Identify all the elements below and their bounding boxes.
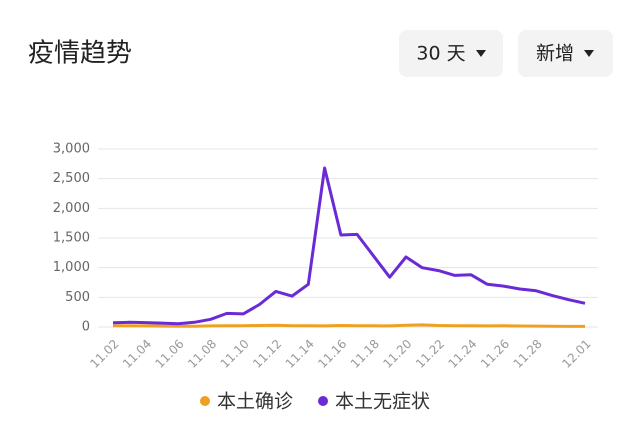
x-tick-label: 11.18 bbox=[348, 337, 382, 371]
y-tick-label: 500 bbox=[65, 290, 90, 305]
x-tick-label: 11.04 bbox=[120, 337, 154, 371]
legend-marker bbox=[318, 396, 328, 406]
dropdown-icon bbox=[476, 50, 486, 57]
x-tick-label: 11.12 bbox=[250, 337, 284, 371]
y-tick-label: 1,000 bbox=[53, 260, 90, 275]
y-tick-label: 0 bbox=[82, 320, 90, 335]
y-tick-label: 3,000 bbox=[53, 142, 90, 157]
x-tick-label: 11.06 bbox=[153, 337, 187, 371]
series-line bbox=[112, 323, 585, 328]
legend-label: 本土无症状 bbox=[335, 391, 430, 413]
legend-label: 本土确诊 bbox=[217, 391, 293, 413]
y-tick-label: 2,500 bbox=[53, 171, 90, 186]
x-tick-label: 11.20 bbox=[380, 337, 414, 371]
series-line bbox=[112, 166, 586, 326]
y-tick-label: 2,000 bbox=[53, 201, 90, 216]
x-tick-label: 11.10 bbox=[218, 337, 252, 371]
mode-label: 新增 bbox=[536, 43, 574, 65]
x-tick-label: 11.14 bbox=[283, 337, 317, 371]
y-tick-label: 1,500 bbox=[53, 231, 90, 246]
page-title: 疫情趋势 bbox=[28, 39, 132, 69]
x-tick-label: 11.02 bbox=[87, 337, 121, 371]
x-tick-label: 11.28 bbox=[511, 337, 545, 371]
range-label: 30 天 bbox=[416, 43, 465, 65]
mode-button[interactable] bbox=[518, 30, 613, 77]
x-tick-label: 11.16 bbox=[315, 337, 349, 371]
x-tick-label: 11.08 bbox=[185, 337, 219, 371]
legend-marker bbox=[200, 396, 210, 406]
x-tick-label: 11.26 bbox=[478, 337, 512, 371]
x-tick-label: 12.01 bbox=[559, 337, 593, 371]
dropdown-icon bbox=[584, 50, 594, 57]
x-tick-label: 11.24 bbox=[445, 337, 479, 371]
range-button[interactable] bbox=[399, 30, 503, 77]
x-tick-label: 11.22 bbox=[413, 337, 447, 371]
